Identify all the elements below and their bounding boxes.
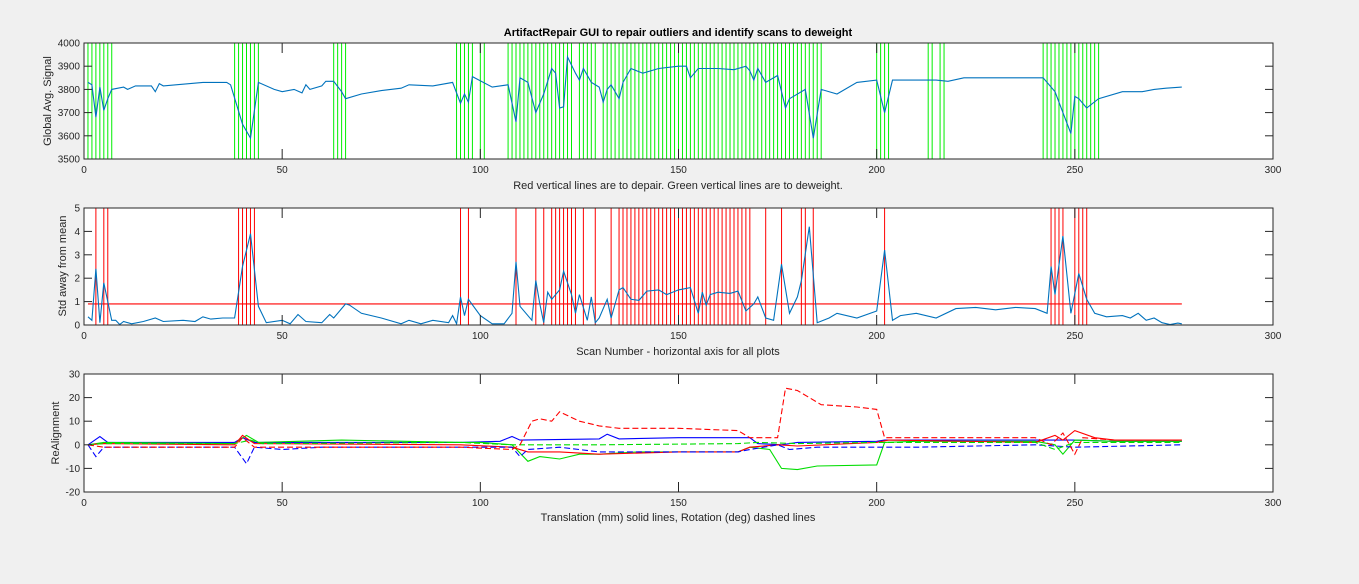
x-tick-label: 250 [1066, 331, 1083, 342]
y-tick-label: 0 [74, 321, 80, 332]
panel-2: 0 50 100 150 200 250 300 0 1 2 3 4 5 [74, 204, 1281, 343]
series-roll [87, 439, 1182, 451]
y-tick-label: 3600 [58, 131, 81, 142]
x-tick-label: 300 [1265, 331, 1282, 342]
y-tick-label: -20 [66, 488, 81, 499]
y-tick-label: 5 [74, 204, 80, 215]
y-tick-label: 30 [69, 370, 81, 381]
panel-1: 0 50 100 150 200 250 300 3500 3600 3700 3800 3900 40… [58, 39, 1282, 177]
series-yaw [87, 387, 1182, 456]
plot-area [84, 374, 1273, 492]
panel2-ylabel: Std away from mean [57, 216, 69, 317]
x-tick-label: 0 [81, 165, 87, 176]
x-tick-label: 150 [670, 331, 687, 342]
x-tick-label: 100 [472, 165, 489, 176]
y-tick-label: 0 [74, 440, 80, 451]
panel3-ylabel: ReAlignment [50, 402, 62, 465]
x-tick-label: 50 [277, 498, 289, 509]
panel1-xlabel: Red vertical lines are to depair. Green … [513, 180, 843, 192]
x-tick-label: 100 [472, 331, 489, 342]
x-tick-label: 50 [277, 165, 289, 176]
x-tick-label: 200 [868, 498, 885, 509]
x-tick-label: 50 [277, 331, 289, 342]
x-tick-label: 150 [670, 165, 687, 176]
y-tick-label: 3900 [58, 62, 81, 73]
x-tick-label: 250 [1066, 165, 1083, 176]
x-tick-label: 300 [1265, 498, 1282, 509]
x-tick-label: 300 [1265, 165, 1282, 176]
x-tick-label: 0 [81, 498, 87, 509]
panel1-ylabel: Global Avg. Signal [42, 56, 54, 146]
y-tick-label: 2 [74, 274, 80, 285]
y-tick-label: 20 [69, 393, 81, 404]
plot-content [87, 208, 1182, 325]
panel-3: 0 50 100 150 200 250 300 -20 -10 0 10 20 30 [66, 370, 1282, 510]
x-tick-label: 200 [868, 331, 885, 342]
plot-content [87, 43, 1182, 159]
series-pitch [87, 444, 1182, 465]
panel2-xlabel: Scan Number - horizontal axis for all pl… [576, 346, 780, 358]
y-tick-label: 4000 [58, 39, 81, 50]
series-std-from-mean [87, 226, 1182, 325]
y-tick-label: 4 [74, 227, 80, 238]
x-tick-label: 100 [472, 498, 489, 509]
x-tick-label: 250 [1066, 498, 1083, 509]
series-global-signal [87, 54, 1182, 140]
y-tick-label: 3500 [58, 155, 81, 166]
figure-title: ArtifactRepair GUI to repair outliers an… [504, 27, 853, 39]
series-z-translation [87, 429, 1182, 455]
x-tick-label: 200 [868, 165, 885, 176]
y-tick-label: -10 [66, 464, 81, 475]
x-tick-label: 150 [670, 498, 687, 509]
x-tick-label: 0 [81, 331, 87, 342]
panel3-xlabel: Translation (mm) solid lines, Rotation (… [541, 512, 816, 524]
y-tick-label: 3700 [58, 108, 81, 119]
y-tick-label: 10 [69, 417, 81, 428]
y-tick-label: 1 [74, 297, 80, 308]
y-tick-label: 3 [74, 250, 80, 261]
plot-content [87, 387, 1182, 471]
y-tick-label: 3800 [58, 85, 81, 96]
